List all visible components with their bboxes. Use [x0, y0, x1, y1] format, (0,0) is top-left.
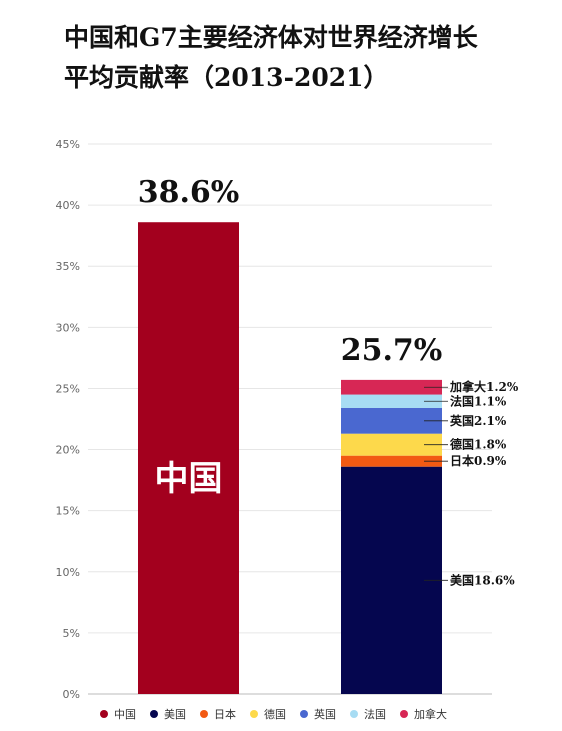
legend-item: 英国	[300, 706, 336, 722]
legend-label: 加拿大	[414, 708, 447, 721]
bar-segment-1-2	[341, 433, 442, 456]
segment-label: 美国18.6%	[450, 572, 515, 587]
y-tick-label: 45%	[56, 138, 80, 151]
y-tick-label: 25%	[56, 382, 80, 395]
legend-label: 英国	[314, 708, 336, 721]
segment-label: 加拿大1.2%	[449, 379, 519, 394]
segment-label: 法国1.1%	[450, 393, 507, 408]
y-tick-label: 5%	[63, 627, 80, 640]
legend-item: 日本	[200, 706, 236, 722]
bar-segment-1-5	[341, 379, 442, 395]
legend-label: 日本	[214, 708, 236, 721]
legend-label: 德国	[264, 708, 286, 721]
legend-item: 加拿大	[400, 706, 447, 722]
y-tick-label: 15%	[56, 505, 80, 518]
y-tick-label: 20%	[56, 444, 80, 457]
y-tick-label: 0%	[63, 688, 80, 701]
legend-item: 中国	[100, 706, 136, 722]
segment-label: 英国2.1%	[450, 413, 507, 428]
bar-inner-label: 中国	[155, 459, 223, 499]
bar-total-label: 25.7%	[341, 333, 443, 368]
legend-item: 德国	[250, 706, 286, 722]
y-tick-label: 35%	[56, 260, 80, 273]
legend-swatch	[300, 710, 308, 718]
legend-swatch	[400, 710, 408, 718]
legend-item: 美国	[150, 706, 186, 722]
legend-swatch	[250, 710, 258, 718]
segment-label: 日本0.9%	[450, 453, 507, 468]
bar-segment-1-1	[341, 455, 442, 467]
legend-swatch	[150, 710, 158, 718]
chart-title: 中国和G7主要经济体对世界经济增长 平均贡献率（2013-2021）	[64, 18, 544, 98]
chart-title-line-2: 平均贡献率（2013-2021）	[64, 63, 389, 92]
chart-title-line-1: 中国和G7主要经济体对世界经济增长	[64, 23, 478, 52]
legend-swatch	[200, 710, 208, 718]
legend-swatch	[350, 710, 358, 718]
bar-segment-1-4	[341, 394, 442, 408]
legend-swatch	[100, 710, 108, 718]
legend-item: 法国	[350, 706, 386, 722]
bar-total-label: 38.6%	[138, 175, 240, 210]
legend-label: 美国	[164, 708, 186, 721]
chart-legend: 中国 美国 日本 德国 英国 法国 加拿大	[100, 706, 447, 722]
y-tick-label: 40%	[56, 199, 80, 212]
segment-label: 德国1.8%	[450, 437, 507, 452]
legend-label: 中国	[114, 708, 136, 721]
y-tick-label: 10%	[56, 566, 80, 579]
bar-segment-0-0	[138, 222, 239, 694]
y-tick-label: 30%	[56, 321, 80, 334]
legend-label: 法国	[364, 708, 386, 721]
